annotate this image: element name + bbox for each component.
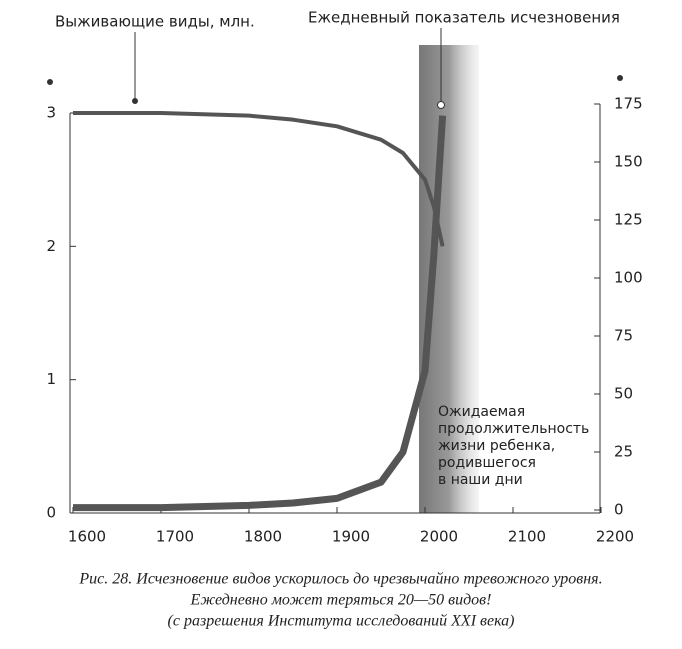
y2-tick-label: 175 [614,95,643,113]
y2-tick-label: 50 [614,385,633,403]
x-tick-label: 2100 [508,528,546,546]
y-tick-label: 1 [46,370,56,388]
y-tick-label: 3 [46,104,56,122]
caption-line: (с разрешения Института исследований XXI… [168,613,515,630]
legend-left: Выживающие виды, млн. [55,13,255,31]
leader-dot [132,98,138,104]
annotation-line: родившегося [438,455,536,471]
y2-tick-label: 150 [614,153,643,171]
y2-tick-label: 125 [614,211,643,229]
x-tick-label: 2000 [420,528,458,546]
x-tick-label: 1900 [332,528,370,546]
right-axis-marker [617,75,623,81]
series-line [73,111,445,247]
leader-end [437,101,445,109]
y2-tick-label: 0 [614,501,624,519]
x-tick-label: 1800 [244,528,282,546]
series-line [73,115,447,512]
y-tick-label: 2 [46,237,56,255]
x-tick-label: 1600 [68,528,106,546]
x-tick-label: 1700 [156,528,194,546]
annotation-line: Ожидаемая [438,404,525,420]
legend-right: Ежедневный показатель исчезновения [308,9,620,27]
left-axis-marker [47,79,53,85]
caption-line: Ежедневно может теряться 20—50 видов! [190,592,492,609]
annotation-line: жизни ребенка, [438,438,555,454]
y2-tick-label: 25 [614,443,633,461]
x-tick-label: 2200 [596,528,634,546]
caption-line: Рис. 28. Исчезновение видов ускорилось д… [78,571,602,588]
y2-tick-label: 75 [614,327,633,345]
annotation-line: в наши дни [438,472,523,488]
y-tick-label: 0 [46,504,56,522]
caption: Рис. 28. Исчезновение видов ускорилось д… [78,571,602,630]
annotation-line: продолжительность [438,421,589,437]
y2-tick-label: 100 [614,269,643,287]
